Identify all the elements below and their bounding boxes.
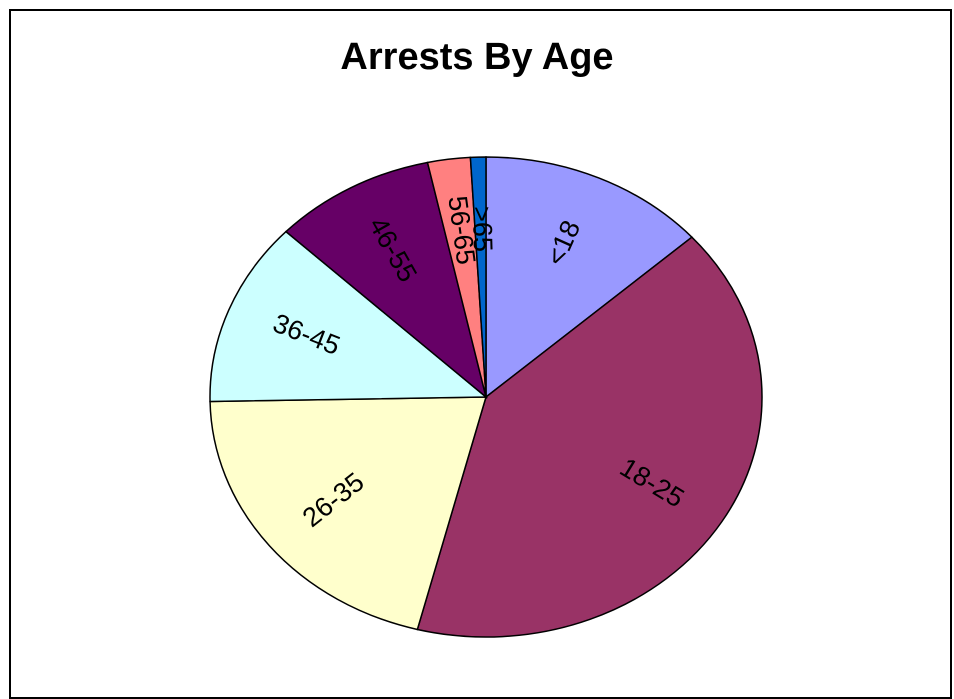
pie-slice [485, 156, 694, 399]
slice-label: >65 [467, 206, 498, 253]
pie-slice [469, 156, 487, 398]
pie-slice [209, 230, 489, 403]
pie-slice [416, 236, 763, 638]
pie-slice [284, 161, 488, 400]
pie-slice [209, 396, 488, 631]
chart-title: Arrests By Age [340, 36, 614, 78]
